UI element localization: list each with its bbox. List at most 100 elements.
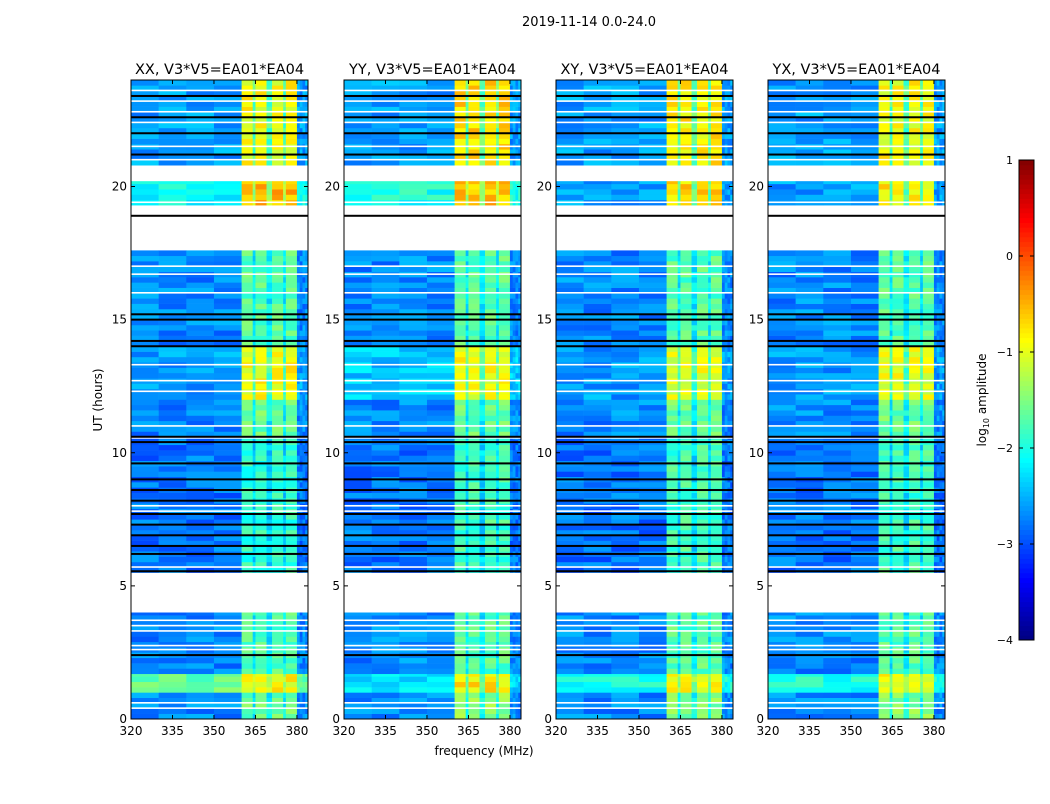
heatmap-cell (242, 471, 253, 477)
heatmap-cell (934, 682, 937, 688)
heatmap-cell (708, 668, 711, 674)
flag-line-white (556, 159, 733, 161)
heatmap-cell (286, 250, 297, 256)
heatmap-cell (485, 352, 496, 358)
heatmap-cell (297, 410, 300, 416)
heatmap-cell (678, 282, 681, 288)
heatmap-cell (267, 674, 273, 677)
heatmap-cell (466, 613, 469, 616)
heatmap-cell (639, 493, 667, 499)
heatmap-cell (496, 631, 499, 637)
heatmap-cell (725, 482, 728, 488)
heatmap-cell (253, 410, 256, 416)
heatmap-cell (513, 256, 516, 262)
heatmap-cell (255, 400, 266, 406)
heatmap-cell (711, 298, 722, 304)
heatmap-cell (253, 139, 256, 145)
heatmap-cell (455, 181, 466, 184)
heatmap-cell (372, 445, 400, 451)
heatmap-cell (722, 330, 725, 336)
heatmap-cell (556, 676, 584, 682)
heatmap-cell (255, 426, 266, 432)
heatmap-cell (131, 352, 159, 358)
heatmap-cell (455, 682, 466, 688)
heatmap-cell (427, 298, 455, 304)
heatmap-cell (255, 184, 266, 190)
heatmap-cell (302, 352, 305, 358)
heatmap-cell (272, 293, 283, 299)
heatmap-cell (344, 80, 372, 86)
heatmap-cell (909, 708, 920, 714)
heatmap-cell (667, 613, 678, 616)
heatmap-cell (639, 410, 667, 416)
heatmap-cell (510, 194, 513, 200)
heatmap-cell (513, 277, 516, 283)
heatmap-cell (300, 682, 303, 688)
heatmap-cell (639, 277, 667, 283)
heatmap-cell (297, 368, 300, 374)
heatmap-cell (708, 471, 711, 477)
heatmap-cell (823, 692, 851, 698)
heatmap-cell (515, 466, 518, 472)
heatmap-cell (499, 384, 510, 390)
heatmap-cell (267, 455, 273, 461)
heatmap-cell (302, 373, 305, 379)
heatmap-cell (727, 714, 730, 720)
flag-line-white (131, 510, 308, 512)
heatmap-cell (427, 682, 455, 688)
heatmap-cell (253, 668, 256, 674)
heatmap-cell (727, 426, 730, 432)
heatmap-cell (556, 373, 584, 379)
heatmap-cell (466, 557, 469, 563)
heatmap-cell (510, 384, 513, 390)
heatmap-cell (399, 493, 427, 499)
heatmap-cell (131, 160, 159, 166)
flag-line-white (556, 146, 733, 148)
heatmap-cell (680, 250, 691, 256)
heatmap-cell (159, 663, 187, 669)
heatmap-cell (253, 445, 256, 451)
heatmap-cell (253, 325, 256, 331)
heatmap-cell (639, 466, 667, 472)
heatmap-cell (556, 194, 584, 200)
heatmap-cell (611, 189, 639, 195)
heatmap-cell (727, 384, 730, 390)
heatmap-cell (639, 400, 667, 406)
heatmap-cell (214, 373, 242, 379)
heatmap-cell (711, 357, 722, 363)
heatmap-cell (283, 325, 286, 331)
flag-line-white (131, 146, 308, 148)
heatmap-cell (427, 189, 455, 195)
heatmap-cell (372, 692, 400, 698)
heatmap-cell (711, 682, 722, 688)
heatmap-cell (214, 642, 242, 648)
heatmap-cell (255, 642, 266, 648)
heatmap-cell (890, 708, 893, 714)
heatmap-cell (499, 482, 510, 488)
heatmap-cell (639, 282, 667, 288)
heatmap-cell (255, 330, 266, 336)
heatmap-cell (255, 682, 266, 688)
y-tick-label: 15 (537, 313, 552, 327)
heatmap-cell (272, 304, 283, 310)
heatmap-cell (556, 357, 584, 363)
heatmap-cell (708, 636, 711, 642)
heatmap-cell (159, 687, 187, 693)
heatmap-cell (692, 631, 698, 637)
heatmap-cell (272, 189, 283, 195)
heatmap-cell (496, 450, 499, 456)
heatmap-cell (302, 682, 305, 688)
heatmap-cell (372, 330, 400, 336)
heatmap-cell (556, 687, 584, 693)
heatmap-cell (584, 384, 612, 390)
heatmap-cell (485, 184, 496, 190)
heatmap-cell (186, 631, 214, 637)
heatmap-cell (485, 692, 496, 698)
heatmap-cell (722, 642, 725, 648)
heatmap-cell (283, 450, 286, 456)
heatmap-cell (272, 636, 283, 642)
heatmap-cell (159, 676, 187, 682)
heatmap-cell (159, 405, 187, 411)
heatmap-cell (513, 642, 516, 648)
heatmap-cell (159, 455, 187, 461)
